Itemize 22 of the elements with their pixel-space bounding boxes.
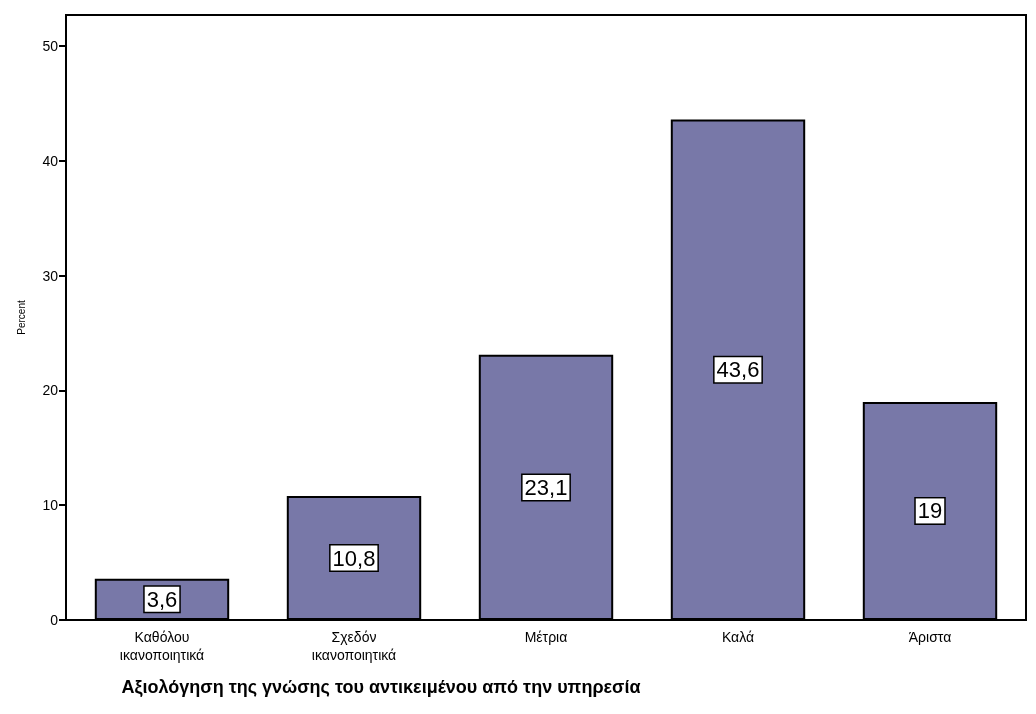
- x-tick-label: Άριστα: [908, 629, 952, 645]
- y-tick-label: 0: [50, 612, 59, 628]
- data-label: 10,8: [332, 545, 376, 571]
- data-label: 19: [917, 498, 943, 524]
- x-axis-title: Αξιολόγηση της γνώσης του αντικειμένου από την υπηρεσία: [121, 677, 641, 698]
- y-axis-title: Percent: [15, 300, 27, 335]
- y-tick-label: 20: [42, 382, 59, 399]
- x-tick-label: Σχεδόν ικανοποιητικά: [311, 629, 397, 663]
- bar: [670, 119, 806, 620]
- x-tick-label: Καλά: [721, 629, 755, 645]
- bar: [286, 496, 422, 620]
- bar: [862, 401, 998, 620]
- data-label: 3,6: [146, 586, 178, 612]
- x-tick-label: Μέτρια: [524, 629, 568, 645]
- y-tick-label: 10: [42, 497, 59, 514]
- data-label: 43,6: [716, 357, 760, 383]
- bar: [478, 354, 614, 620]
- data-label: 23,1: [524, 474, 568, 500]
- y-tick-label: 40: [42, 152, 59, 169]
- y-tick-label: 30: [42, 267, 59, 284]
- x-tick-label: Καθόλου ικανοποιητικά: [119, 629, 205, 663]
- y-tick-label: 50: [42, 38, 59, 54]
